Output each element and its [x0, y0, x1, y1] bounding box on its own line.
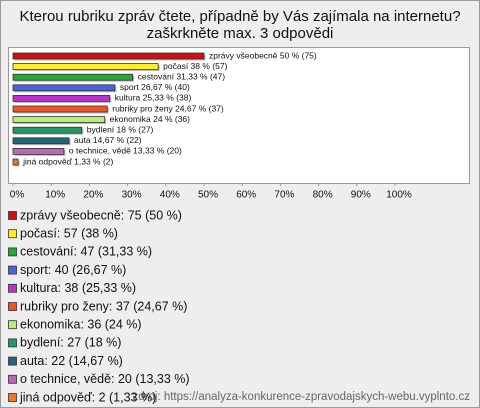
legend-label: ekonomika: 36 (24 %) — [20, 317, 142, 331]
legend-label: kultura: 38 (25,33 %) — [20, 281, 136, 295]
legend-swatch — [8, 320, 17, 330]
x-tick-label: 20% — [83, 190, 103, 201]
source: zdroj: https://analyza-konkurence-zpravo… — [133, 391, 471, 403]
bar — [12, 105, 108, 113]
x-tick-label: 90% — [351, 190, 371, 201]
bar — [12, 116, 106, 123]
bar — [12, 158, 19, 166]
legend-label: bydlení: 27 (18 %) — [20, 336, 121, 350]
value-label: sport 26,67 % (40) — [120, 82, 190, 92]
legend-swatch — [8, 265, 17, 275]
legend-label: zprávy všeobecně: 75 (50 %) — [20, 208, 182, 222]
legend-swatch — [8, 229, 17, 239]
legend-swatch — [8, 338, 17, 348]
chart-subtitle: zaškrkněte max. 3 odpovědi — [147, 25, 334, 42]
bar — [12, 137, 70, 145]
legend-label: jiná odpověď: 2 (1,33 %) — [19, 390, 156, 404]
legend-label: o technice, vědě: 20 (13,33 %) — [20, 372, 190, 386]
x-tick-label: 60% — [236, 190, 256, 201]
legend-swatch — [8, 356, 17, 366]
legend-swatch — [8, 393, 17, 402]
legend-swatch — [8, 211, 17, 220]
bar — [12, 126, 83, 134]
bar — [12, 52, 205, 60]
value-label: jiná odpověď 1,33 % (2) — [22, 156, 113, 166]
x-tick-label: 50% — [198, 190, 218, 201]
bar — [12, 73, 134, 81]
value-label: cestování 31,33 % (47) — [138, 71, 226, 81]
legend-label: rubriky pro ženy: 37 (24,67 %) — [20, 299, 187, 313]
x-tick-label: 0% — [10, 190, 25, 201]
x-tick-label: 30% — [122, 190, 142, 201]
x-tick-label: 80% — [313, 190, 333, 201]
value-label: počasí 38 % (57) — [163, 61, 227, 71]
value-label: kultura 25,33 % (38) — [115, 93, 192, 103]
bar — [12, 147, 65, 155]
legend-label: počasí: 57 (38 %) — [20, 226, 118, 240]
x-tick-label: 10% — [45, 190, 65, 201]
value-label: auta 14,67 % (22) — [74, 135, 142, 145]
x-tick-label: 100% — [386, 190, 412, 201]
value-label: ekonomika 24 % (36) — [110, 114, 190, 124]
value-label: zprávy všeobecně 50 % (75) — [209, 50, 317, 60]
legend-label: sport: 40 (26,67 %) — [20, 263, 126, 277]
value-label: rubriky pro ženy 24,67 % (37) — [112, 103, 224, 113]
x-tick-label: 40% — [160, 190, 180, 201]
legend-swatch — [8, 302, 17, 311]
x-tick-label: 70% — [274, 190, 294, 201]
bar — [12, 95, 111, 102]
value-label: bydlení 18 % (27) — [87, 124, 154, 134]
legend-label: cestování: 47 (31,33 %) — [20, 245, 152, 259]
legend-swatch — [8, 283, 17, 293]
bar — [12, 63, 159, 70]
legend-swatch — [8, 247, 17, 257]
bar — [12, 84, 116, 92]
value-label: o technice, vědě 13,33 % (20) — [69, 146, 182, 156]
chart-title: Kterou rubriku zpráv čtete, případně by … — [19, 8, 460, 25]
legend-swatch — [8, 374, 17, 384]
legend-label: auta: 22 (14,67 %) — [20, 354, 123, 368]
